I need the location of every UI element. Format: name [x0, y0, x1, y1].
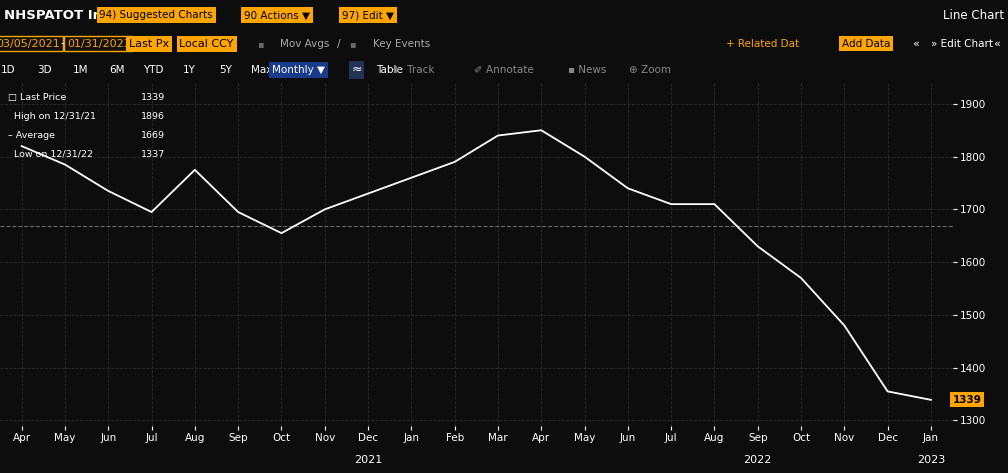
Text: Monthly ▼: Monthly ▼ — [272, 65, 325, 75]
Text: Add Data: Add Data — [842, 39, 890, 49]
Text: 1896: 1896 — [141, 112, 165, 121]
Text: 5Y: 5Y — [220, 65, 232, 75]
Text: 3D: 3D — [37, 65, 51, 75]
Text: 94) Suggested Charts: 94) Suggested Charts — [100, 10, 213, 20]
Text: 1Y: 1Y — [183, 65, 196, 75]
Text: 1669: 1669 — [141, 131, 165, 140]
Text: ▪ News: ▪ News — [569, 65, 607, 75]
Text: /: / — [337, 39, 341, 49]
Text: 03/05/2021: 03/05/2021 — [0, 39, 60, 49]
Text: Table: Table — [376, 65, 402, 75]
Text: High on 12/31/21: High on 12/31/21 — [8, 112, 96, 121]
Text: Max: Max — [251, 65, 273, 75]
Text: Local CCY: Local CCY — [179, 39, 234, 49]
Text: 2023: 2023 — [917, 455, 946, 464]
Text: 01/31/2023: 01/31/2023 — [67, 39, 131, 49]
Text: 1D: 1D — [1, 65, 15, 75]
Text: Key Events: Key Events — [373, 39, 430, 49]
Text: – Average: – Average — [8, 131, 54, 140]
Text: ▪: ▪ — [350, 39, 356, 49]
Text: Mov Avgs: Mov Avgs — [280, 39, 330, 49]
Text: ≈: ≈ — [351, 63, 362, 76]
Text: □ Last Price: □ Last Price — [8, 93, 66, 102]
Text: YTD: YTD — [143, 65, 163, 75]
Text: «: « — [993, 39, 1000, 49]
Text: +  Track: + Track — [392, 65, 434, 75]
Text: 1337: 1337 — [141, 149, 165, 158]
Text: ✐ Annotate: ✐ Annotate — [474, 65, 534, 75]
Text: 2022: 2022 — [744, 455, 772, 464]
Text: 2021: 2021 — [354, 455, 382, 464]
Text: Add Data: Add Data — [842, 39, 890, 49]
Text: ⊕ Zoom: ⊕ Zoom — [629, 65, 671, 75]
Text: » Edit Chart: » Edit Chart — [931, 39, 994, 49]
Text: 6M: 6M — [109, 65, 125, 75]
Text: Last Px: Last Px — [129, 39, 169, 49]
Text: 1339: 1339 — [953, 395, 982, 405]
Text: Low on 12/31/22: Low on 12/31/22 — [8, 149, 93, 158]
Text: Line Chart: Line Chart — [942, 9, 1004, 22]
Text: + Related Dat: + Related Dat — [726, 39, 799, 49]
Text: ▪: ▪ — [257, 39, 263, 49]
Text: «: « — [912, 39, 918, 49]
Text: 1339: 1339 — [141, 93, 165, 102]
Text: 90 Actions ▼: 90 Actions ▼ — [244, 10, 310, 20]
Text: 1M: 1M — [73, 65, 89, 75]
Text: 97) Edit ▼: 97) Edit ▼ — [342, 10, 394, 20]
Text: -: - — [60, 37, 65, 50]
Text: NHSPATOT Index: NHSPATOT Index — [4, 9, 129, 22]
